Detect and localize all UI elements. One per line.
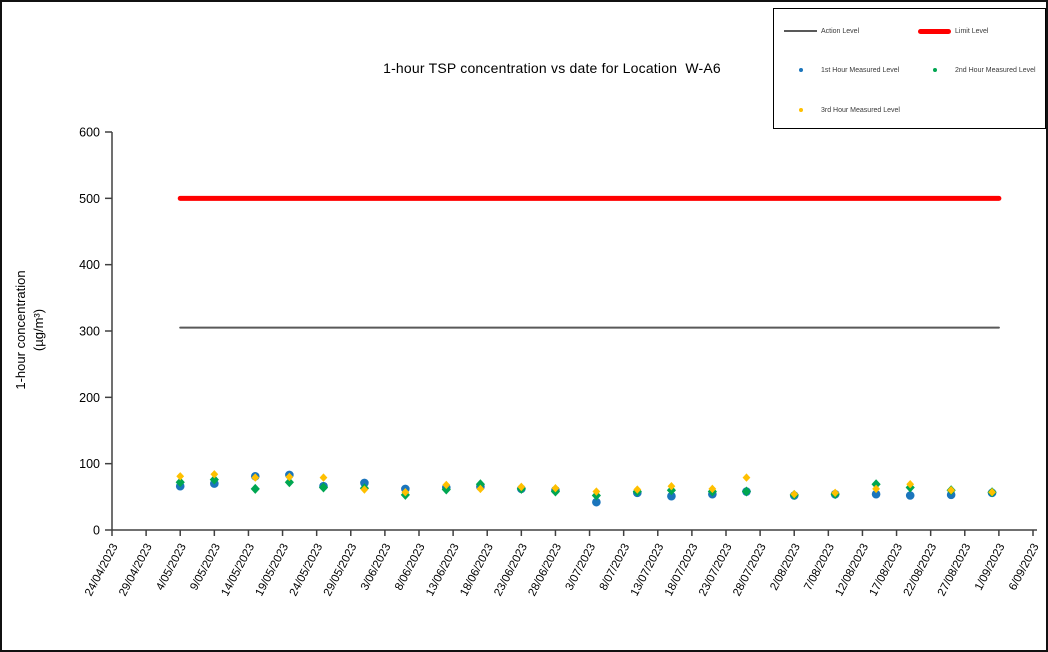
data-point-2nd-hour [175, 477, 185, 488]
data-point-3rd-hour [517, 482, 526, 492]
legend-swatch-slot [918, 68, 951, 72]
data-point-3rd-hour [831, 488, 840, 498]
limit-level-line-swatch [918, 28, 951, 34]
x-tick-label: 29/05/2023 [322, 542, 360, 598]
x-tick-label: 13/07/2023 [629, 542, 667, 598]
y-tick-label: 0 [93, 524, 100, 538]
y-tick-label: 400 [79, 258, 100, 272]
legend-item-2nd-hour: 2nd Hour Measured Level [918, 63, 1036, 77]
data-point-3rd-hour [872, 484, 880, 494]
data-point-1st-hour [667, 491, 676, 501]
y-tick-label: 500 [79, 192, 100, 206]
y-axis-title-line1: 1-hour concentration [13, 270, 28, 390]
data-point-2nd-hour [871, 479, 881, 490]
data-point-3rd-hour [633, 485, 642, 494]
legend-swatch-slot [784, 68, 817, 72]
first-hour-dot-swatch [798, 68, 803, 72]
data-point-3rd-hour [742, 473, 751, 482]
y-axis-title-line2: (µg/m³) [30, 308, 46, 352]
x-tick-label: 7/08/2023 [802, 542, 837, 593]
x-tick-label: 18/07/2023 [663, 542, 701, 598]
x-tick-label: 23/06/2023 [492, 542, 530, 598]
x-tick-label: 28/06/2023 [526, 542, 564, 598]
data-point-1st-hour [360, 478, 369, 488]
x-tick-label: 14/05/2023 [219, 542, 257, 598]
data-point-1st-hour [592, 497, 601, 507]
data-point-3rd-hour [906, 480, 915, 489]
x-tick-label: 4/05/2023 [154, 542, 189, 593]
legend-swatch-slot [918, 28, 951, 34]
legend-label-action-level: Action Level [821, 27, 860, 35]
data-point-3rd-hour [210, 470, 219, 479]
action-level-line-swatch [784, 30, 817, 32]
data-point-3rd-hour [592, 487, 601, 496]
legend-swatch-slot [784, 30, 817, 32]
legend-item-3rd-hour: 3rd Hour Measured Level [784, 103, 900, 117]
x-tick-label: 3/06/2023 [359, 542, 394, 593]
x-tick-label: 19/05/2023 [254, 542, 292, 598]
data-point-3rd-hour [708, 484, 717, 494]
x-tick-label: 27/08/2023 [936, 542, 974, 598]
x-tick-label: 17/08/2023 [868, 542, 906, 598]
data-point-2nd-hour [284, 477, 294, 488]
data-point-3rd-hour [176, 472, 185, 481]
data-point-3rd-hour [285, 472, 294, 482]
data-point-3rd-hour [551, 484, 560, 493]
data-point-2nd-hour [318, 482, 329, 493]
data-point-3rd-hour [476, 484, 485, 494]
x-tick-label: 8/07/2023 [598, 542, 633, 593]
data-point-3rd-hour [667, 482, 676, 491]
y-axis-title: 1-hour concentration (µg/m³) [12, 198, 52, 462]
x-tick-label: 6/09/2023 [1007, 542, 1042, 593]
data-point-2nd-hour [741, 486, 752, 497]
legend: Action Level Limit Level 1st Hour Measur… [773, 8, 1046, 129]
legend-item-limit-level: Limit Level [918, 24, 988, 38]
data-point-3rd-hour [442, 480, 451, 490]
x-tick-label: 24/05/2023 [288, 542, 326, 598]
data-point-3rd-hour [360, 485, 369, 494]
x-tick-label: 18/06/2023 [458, 542, 496, 598]
x-tick-label: 2/08/2023 [768, 542, 803, 593]
x-tick-label: 23/07/2023 [697, 542, 735, 598]
data-point-3rd-hour [988, 487, 996, 497]
y-tick-label: 600 [79, 126, 100, 140]
x-tick-label: 13/06/2023 [424, 542, 462, 598]
legend-label-1st-hour: 1st Hour Measured Level [821, 66, 900, 74]
legend-label-3rd-hour: 3rd Hour Measured Level [821, 106, 900, 114]
y-tick-label: 100 [79, 457, 100, 471]
y-tick-label: 300 [79, 325, 100, 339]
data-point-3rd-hour [401, 487, 410, 497]
x-tick-label: 8/06/2023 [393, 542, 428, 593]
x-tick-label: 3/07/2023 [564, 542, 599, 593]
legend-label-limit-level: Limit Level [955, 27, 989, 35]
x-tick-label: 9/05/2023 [188, 542, 223, 593]
x-tick-label: 1/09/2023 [973, 542, 1008, 593]
data-point-2nd-hour [250, 483, 260, 494]
legend-item-1st-hour: 1st Hour Measured Level [784, 63, 899, 77]
chart-title: 1-hour TSP concentration vs date for Loc… [383, 60, 721, 76]
x-tick-label: 29/04/2023 [117, 542, 155, 598]
legend-label-2nd-hour: 2nd Hour Measured Level [955, 66, 1036, 74]
legend-item-action-level: Action Level [784, 24, 859, 38]
x-tick-label: 28/07/2023 [731, 542, 769, 598]
x-tick-label: 22/08/2023 [902, 542, 940, 598]
x-tick-label: 24/04/2023 [83, 542, 121, 598]
data-point-2nd-hour [441, 484, 451, 495]
third-hour-dot-swatch [798, 108, 803, 112]
second-hour-dot-swatch [932, 68, 937, 72]
data-point-2nd-hour [475, 479, 485, 490]
legend-swatch-slot [784, 108, 817, 112]
data-point-3rd-hour [790, 489, 799, 499]
data-point-3rd-hour [319, 473, 328, 482]
data-point-2nd-hour [209, 474, 219, 485]
data-point-1st-hour [871, 489, 881, 499]
data-point-1st-hour [905, 491, 915, 500]
y-tick-label: 200 [79, 391, 100, 405]
data-point-3rd-hour [947, 486, 956, 495]
x-tick-label: 12/08/2023 [833, 542, 871, 598]
